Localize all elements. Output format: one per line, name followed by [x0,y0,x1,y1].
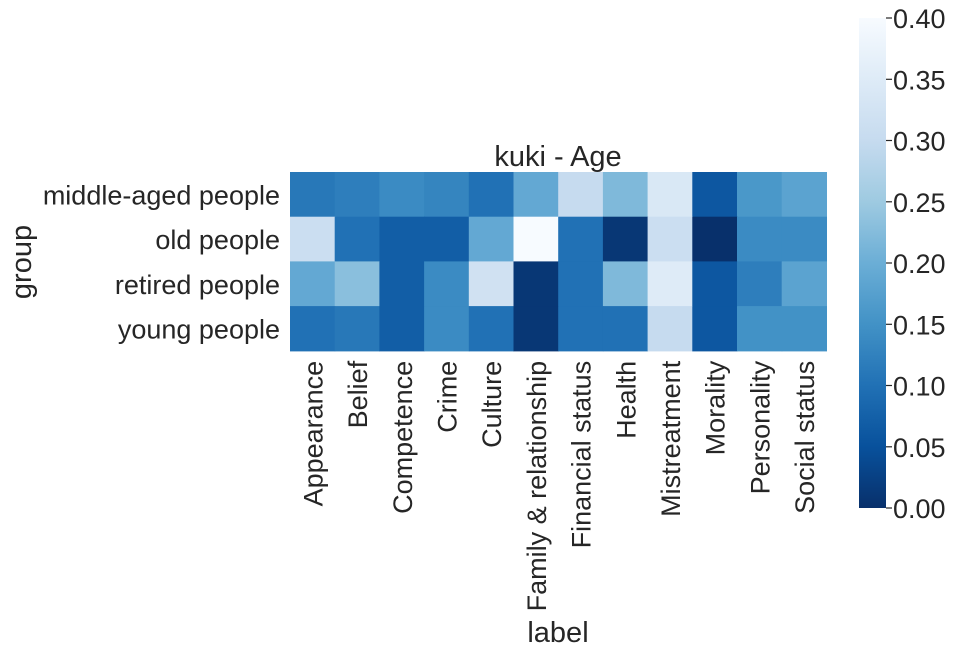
x-tick-label: Crime [433,361,463,433]
x-tick-label: Health [611,361,641,439]
heatmap-cells [290,172,827,352]
colorbar-tick-label: 0.40 [893,4,946,34]
heatmap-cell [692,216,738,262]
heatmap-cell [513,172,559,218]
heatmap-cell [737,216,783,262]
y-tick-label: retired people [115,270,280,300]
heatmap-cell [602,216,649,262]
chart-title: kuki - Age [494,141,621,173]
heatmap-cell [424,172,470,218]
heatmap-cell [692,172,738,218]
colorbar-tick-label: 0.05 [893,433,946,463]
heatmap-cell [334,216,380,262]
x-tick-label: Social status [790,361,820,514]
x-axis-label: label [527,617,588,649]
heatmap-cell [781,261,827,307]
x-tick-label: Culture [477,361,507,448]
colorbar-tick-label: 0.25 [893,188,946,218]
heatmap-cell [781,216,827,262]
colorbar-tick-label: 0.35 [893,65,946,95]
x-tick-label: Morality [701,360,731,455]
heatmap-cell [602,306,649,352]
heatmap-cell [513,261,559,307]
colorbar-tick-label: 0.20 [893,249,946,279]
x-tick-label: Belief [343,360,373,428]
heatmap-cell [334,261,380,307]
colorbar-tick-label: 0.10 [893,372,946,402]
colorbar-tick-label: 0.00 [893,494,946,524]
heatmap-cell [513,306,559,352]
heatmap-cell [602,261,649,307]
heatmap-cell [737,261,783,307]
heatmap-cell [424,216,470,262]
heatmap-cell [468,172,515,218]
x-tick-label: Financial status [567,361,597,549]
heatmap-cell [290,261,336,307]
y-axis-label: group [6,225,38,299]
heatmap-cell [290,306,336,352]
heatmap-cell [692,306,738,352]
heatmap-cell [558,261,604,307]
heatmap-cell [692,261,738,307]
y-tick-label: old people [155,225,280,255]
heatmap-cell [513,216,559,262]
x-tick-label: Mistreatment [656,360,686,517]
colorbar-tick-label: 0.15 [893,310,946,340]
heatmap-cell [424,306,470,352]
heatmap-cell [647,306,693,352]
y-tick-labels: middle-aged people old people retired peop… [43,180,280,344]
x-tick-label: Appearance [298,361,328,507]
heatmap-cell [602,172,649,218]
heatmap-cell [781,306,827,352]
heatmap-cell [647,261,693,307]
heatmap-cell [334,172,380,218]
x-tick-label: Competence [388,361,418,514]
heatmap-cell [379,172,425,218]
heatmap-cell [737,306,783,352]
heatmap-cell [558,216,604,262]
heatmap-cell [647,216,693,262]
y-tick-label: young people [118,315,280,345]
heatmap-cell [379,306,425,352]
x-tick-label: Personality [745,360,775,494]
heatmap-cell [379,216,425,262]
colorbar-ticks: 0.00 0.05 0.10 0.15 0.20 0.25 0.30 0.35 0.40 [886,4,946,524]
heatmap-cell [781,172,827,218]
heatmap-cell [379,261,425,307]
heatmap-cell [558,306,604,352]
colorbar [859,18,886,508]
heatmap-cell [737,172,783,218]
heatmap-cell [468,306,515,352]
heatmap-cell [558,172,604,218]
heatmap-cell [468,216,515,262]
heatmap-cell [647,172,693,218]
heatmap-cell [290,172,336,218]
x-tick-label: Family & relationship [522,361,552,612]
heatmap-cell [334,306,380,352]
y-tick-label: middle-aged people [43,180,280,210]
colorbar-tick-label: 0.30 [893,127,946,157]
heatmap-cell [468,261,515,307]
heatmap-cell [424,261,470,307]
heatmap-cell [290,216,336,262]
x-tick-labels: Appearance Belief Competence Crime Culture Fa… [298,360,820,611]
